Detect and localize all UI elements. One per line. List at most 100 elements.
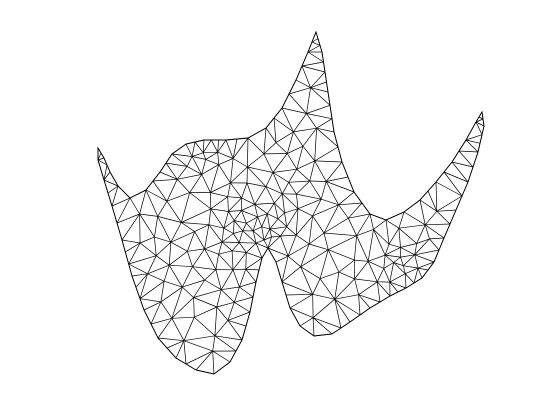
mesh-edge [246,182,256,205]
mesh-triangle [280,235,297,257]
mesh-edge [451,161,469,183]
mesh-edge [227,182,231,197]
mesh-edge [176,179,190,193]
mesh-triangle [314,128,338,161]
mesh-triangle [151,318,172,338]
mesh-edge [312,293,335,300]
mesh-triangle [282,108,307,132]
mesh-edge [201,174,211,193]
mesh-edge [398,224,426,229]
mesh-triangle [167,192,190,223]
surface-outline [97,30,485,375]
mesh-triangle [183,340,213,364]
mesh-edge [389,262,394,283]
mesh-edge [272,168,297,173]
mesh-edge [220,269,234,290]
mesh-edge [103,171,111,181]
mesh-edge [171,318,185,341]
mesh-edge [334,272,340,300]
mesh-triangle [414,268,422,283]
mesh-triangle [309,160,327,182]
mesh-edge [274,193,283,204]
mesh-triangle [293,113,317,132]
mesh-triangle [302,52,324,66]
mesh-edge [139,242,157,256]
surface-mesh-edges [97,30,485,375]
mesh-triangle [338,260,355,279]
mesh-edge [293,113,307,133]
mesh-edge [208,224,224,229]
mesh-edge [417,261,435,269]
mesh-triangle [248,128,266,154]
mesh-triangle [117,214,140,240]
mesh-triangle [324,218,357,236]
mesh-edge [218,250,233,255]
mesh-edge [414,254,419,269]
mesh-edge [238,230,244,243]
mesh-triangle [296,160,315,181]
mesh-triangle [196,351,214,374]
mesh-edge [280,234,297,237]
mesh-edge [139,213,141,244]
mesh-edge [334,298,361,316]
mesh-triangle [201,164,219,193]
mesh-triangle [234,220,247,231]
mesh-edge [389,273,406,283]
mesh-edge [393,262,406,274]
mesh-triangle [466,140,480,152]
mesh-triangle [312,278,335,300]
mesh-edge [348,213,371,219]
mesh-triangle [313,299,341,328]
mesh-triangle [282,182,297,195]
mesh-triangle [218,242,233,255]
mesh-triangle [334,294,360,315]
mesh-edge [254,204,259,217]
mesh-edge [314,128,317,161]
mesh-edge [181,222,195,232]
mesh-edge [338,202,363,206]
mesh-edge [277,218,287,228]
mesh-edge [182,286,194,298]
mesh-edge [171,153,188,167]
mesh-triangle [414,254,434,269]
mesh-edge [436,211,451,225]
mesh-edge [218,253,234,271]
mesh-edge [284,208,299,214]
mesh-edge [435,181,438,212]
mesh-edge [147,273,165,282]
mesh-triangle [313,317,332,336]
mesh-triangle [247,138,264,167]
mesh-edge [231,250,234,270]
mesh-edge [267,247,289,257]
mesh-edge [220,289,235,303]
mesh-triangle [139,190,158,217]
mesh-triangle [268,236,289,257]
mesh-edge [320,181,327,200]
mesh-edge [227,320,247,327]
mesh-edge [208,224,223,243]
mesh-edge [233,286,240,303]
mesh-triangle [310,82,328,92]
mesh-triangle [398,228,417,248]
mesh-triangle [193,297,217,318]
mesh-triangle [246,216,258,231]
mesh-edge [245,268,257,283]
mesh-edge [212,335,216,352]
mesh-edge [296,180,310,195]
mesh-edge [216,289,222,308]
mesh-edge [210,139,219,153]
mesh-edge [204,279,222,291]
mesh-edge [121,239,141,244]
mesh-triangle [377,268,390,283]
mesh-edge [160,286,183,303]
mesh-edge [228,210,242,212]
mesh-triangle [368,255,386,269]
mesh-triangle [132,273,148,288]
mesh-triangle [377,281,390,302]
mesh-edge [273,117,277,143]
mesh-triangle [192,142,204,157]
mesh-triangle [263,153,288,173]
mesh-triangle [157,216,182,243]
mesh-triangle [139,214,155,243]
